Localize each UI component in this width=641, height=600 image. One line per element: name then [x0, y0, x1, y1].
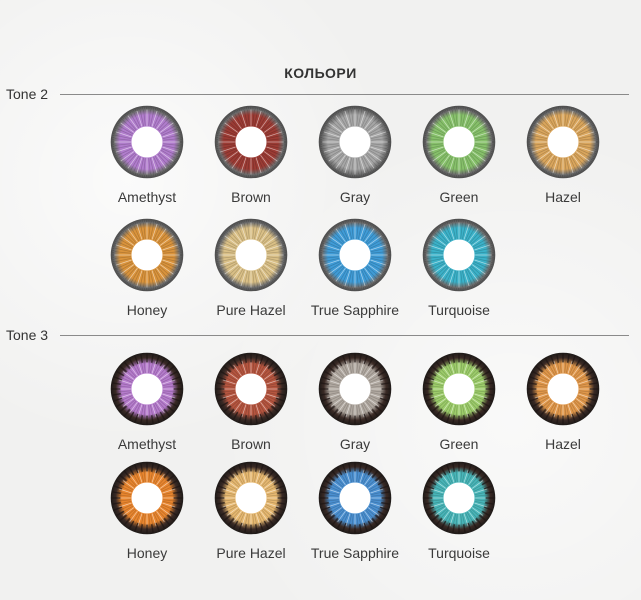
lens-color-name: Hazel: [545, 436, 581, 452]
tone-2-grid: Amethyst Brown Gray Green Hazel Honey Pure Haz…: [95, 105, 615, 318]
lens-color-name: Pure Hazel: [216, 302, 286, 318]
lens-swatch-3-green: Green: [407, 352, 511, 452]
lens-swatch-2-gray: Gray: [303, 105, 407, 205]
lens-swatch-3-honey: Honey: [95, 461, 199, 561]
lens-swatch-3-gray: Gray: [303, 352, 407, 452]
tone-3-divider: [60, 335, 629, 336]
lens-image: [422, 105, 496, 179]
lens-image: [214, 218, 288, 292]
lens-image: [318, 461, 392, 535]
lens-swatch-2-amethyst: Amethyst: [95, 105, 199, 205]
lens-image: [422, 461, 496, 535]
lens-image: [422, 218, 496, 292]
lens-image: [110, 218, 184, 292]
lens-color-name: Turquoise: [428, 302, 490, 318]
lens-image: [318, 105, 392, 179]
lens-color-name: Brown: [231, 189, 271, 205]
page-title: КОЛЬОРИ: [284, 65, 357, 81]
lens-image: [214, 461, 288, 535]
lens-image: [422, 352, 496, 426]
lens-image: [318, 352, 392, 426]
lens-swatch-3-amethyst: Amethyst: [95, 352, 199, 452]
lens-image: [110, 105, 184, 179]
lens-image: [214, 352, 288, 426]
tone-3-label: Tone 3: [6, 327, 49, 343]
lens-swatch-3-pure-hazel: Pure Hazel: [199, 461, 303, 561]
lens-color-name: Amethyst: [117, 189, 177, 205]
lens-swatch-2-hazel: Hazel: [511, 105, 615, 205]
lens-color-name: Pure Hazel: [216, 545, 286, 561]
lens-color-name: Gray: [339, 189, 371, 205]
lens-image: [110, 352, 184, 426]
tone-2-label: Tone 2: [6, 86, 49, 102]
lens-swatch-3-hazel: Hazel: [511, 352, 615, 452]
lens-swatch-2-pure-hazel: Pure Hazel: [199, 218, 303, 318]
lens-color-name: Brown: [231, 436, 271, 452]
lens-color-name: Honey: [126, 302, 168, 318]
lens-image: [526, 105, 600, 179]
tone-2-divider: [60, 94, 629, 95]
lens-swatch-2-turquoise: Turquoise: [407, 218, 511, 318]
lens-color-name: Hazel: [545, 189, 581, 205]
lens-color-name: Green: [439, 436, 479, 452]
tone-3-grid: Amethyst Brown Gray Green Hazel Honey Pure Haz…: [95, 352, 615, 561]
lens-image: [318, 218, 392, 292]
lens-color-name: True Sapphire: [310, 545, 400, 561]
lens-swatch-2-brown: Brown: [199, 105, 303, 205]
lens-color-name: Gray: [339, 436, 371, 452]
lens-swatch-3-turquoise: Turquoise: [407, 461, 511, 561]
lens-swatch-2-green: Green: [407, 105, 511, 205]
lens-swatch-3-true-sapphire: True Sapphire: [303, 461, 407, 561]
lens-color-name: True Sapphire: [310, 302, 400, 318]
lens-image: [110, 461, 184, 535]
lens-color-name: Green: [439, 189, 479, 205]
lens-swatch-2-true-sapphire: True Sapphire: [303, 218, 407, 318]
lens-image: [214, 105, 288, 179]
lens-color-name: Amethyst: [117, 436, 177, 452]
lens-swatch-3-brown: Brown: [199, 352, 303, 452]
lens-image: [526, 352, 600, 426]
lens-color-name: Turquoise: [428, 545, 490, 561]
lens-color-name: Honey: [126, 545, 168, 561]
lens-swatch-2-honey: Honey: [95, 218, 199, 318]
